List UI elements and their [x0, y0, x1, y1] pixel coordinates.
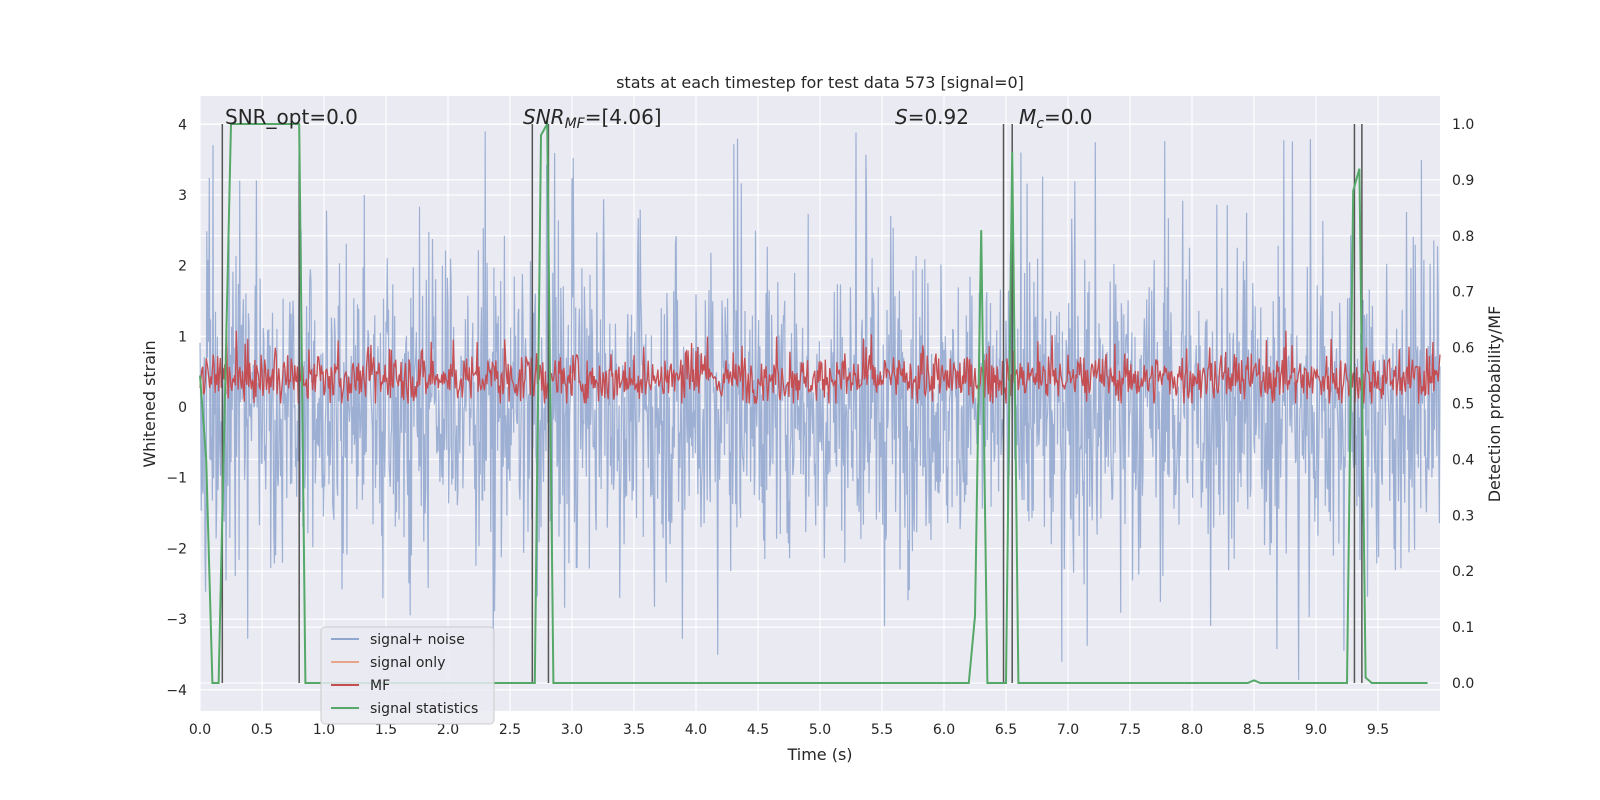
annotation-mc-sub: c [1036, 116, 1044, 132]
x-tick-label: 2.0 [437, 722, 459, 738]
x-tick-label: 0.5 [251, 722, 273, 738]
y-tick-label: 3 [178, 188, 187, 204]
annotation-snr-mf-sub: MF [565, 116, 586, 132]
y-right-tick-label: 0.8 [1452, 229, 1474, 245]
legend-label-mf: MF [370, 678, 390, 694]
legend-label-signal-noise: signal+ noise [370, 632, 465, 648]
legend-label-signal-only: signal only [370, 655, 445, 671]
y-tick-labels: −4 −3 −2 −1 0 1 2 3 4 [166, 117, 187, 699]
legend-label-signal-statistics: signal statistics [370, 701, 478, 717]
y-right-tick-label: 0.1 [1452, 620, 1474, 636]
y-right-tick-label: 0.0 [1452, 676, 1474, 692]
x-tick-label: 8.0 [1181, 722, 1203, 738]
series-mf [199, 330, 1441, 404]
x-tick-labels: 0.0 0.5 1.0 1.5 2.0 2.5 3.0 3.5 4.0 4.5 5.0 5.5 6.0 6… [189, 722, 1389, 738]
x-tick-label: 3.0 [561, 722, 583, 738]
x-tick-label: 7.5 [1119, 722, 1141, 738]
y-right-tick-label: 0.2 [1452, 564, 1474, 580]
y-tick-label: 2 [178, 259, 187, 275]
x-tick-label: 3.5 [623, 722, 645, 738]
annotation-snr-mf: SNRMF=[4.06] [523, 105, 662, 132]
x-tick-label: 1.5 [375, 722, 397, 738]
y-right-axis-label: Detection probability/MF [1485, 306, 1504, 503]
annotation-mc-main: M [1019, 105, 1036, 129]
x-tick-label: 5.5 [871, 722, 893, 738]
y-right-tick-label: 0.3 [1452, 508, 1474, 524]
x-tick-label: 2.5 [499, 722, 521, 738]
x-tick-label: 9.5 [1367, 722, 1389, 738]
x-tick-label: 8.5 [1243, 722, 1265, 738]
series-signal-statistics [199, 120, 1428, 684]
y-tick-label: 1 [178, 329, 187, 345]
legend-box [320, 626, 495, 725]
y-right-tick-label: 0.6 [1452, 341, 1474, 357]
vertical-markers [221, 123, 1363, 684]
x-tick-label: 6.0 [933, 722, 955, 738]
x-tick-label: 4.0 [685, 722, 707, 738]
x-tick-label: 5.0 [809, 722, 831, 738]
y-right-tick-label: 0.7 [1452, 285, 1474, 301]
y-right-tick-label: 1.0 [1452, 117, 1474, 133]
y-axis-label: Whitened strain [140, 340, 159, 467]
annotation-snr-mf-main: SNR [523, 105, 565, 129]
annotation-snr-opt: SNR_opt=0.0 [225, 105, 358, 129]
chart-title: stats at each timestep for test data 573… [616, 73, 1024, 92]
annotation-s-val: =0.92 [908, 105, 969, 129]
y-right-tick-label: 0.5 [1452, 397, 1474, 413]
legend: signal+ noise signal only MF signal stat… [320, 626, 495, 725]
x-tick-label: 0.0 [189, 722, 211, 738]
x-tick-label: 1.0 [313, 722, 335, 738]
y-tick-label: 4 [178, 117, 187, 133]
y-tick-label: −3 [166, 612, 187, 628]
annotation-mc: Mc=0.0 [1019, 105, 1093, 132]
y-tick-label: 0 [178, 400, 187, 416]
y-tick-label: −1 [166, 471, 187, 487]
annotation-s-var: S [895, 105, 908, 129]
mf-line [199, 330, 1441, 404]
x-tick-label: 9.0 [1305, 722, 1327, 738]
signal-statistics-line [199, 120, 1428, 684]
y-tick-label: −2 [166, 541, 187, 557]
y-right-tick-label: 0.9 [1452, 173, 1474, 189]
annotation-s: S=0.92 [895, 105, 969, 129]
x-tick-label: 6.5 [995, 722, 1017, 738]
x-tick-label: 7.0 [1057, 722, 1079, 738]
y-right-tick-label: 0.4 [1452, 452, 1474, 468]
annotation-snr-mf-val: =[4.06] [585, 105, 662, 129]
annotation-mc-val: =0.0 [1044, 105, 1093, 129]
x-axis-label: Time (s) [786, 745, 852, 764]
y-right-tick-labels: 0.0 0.1 0.2 0.3 0.4 0.5 0.6 0.7 0.8 0.9 1.0 [1452, 117, 1474, 692]
x-tick-label: 4.5 [747, 722, 769, 738]
y-tick-label: −4 [166, 683, 187, 699]
